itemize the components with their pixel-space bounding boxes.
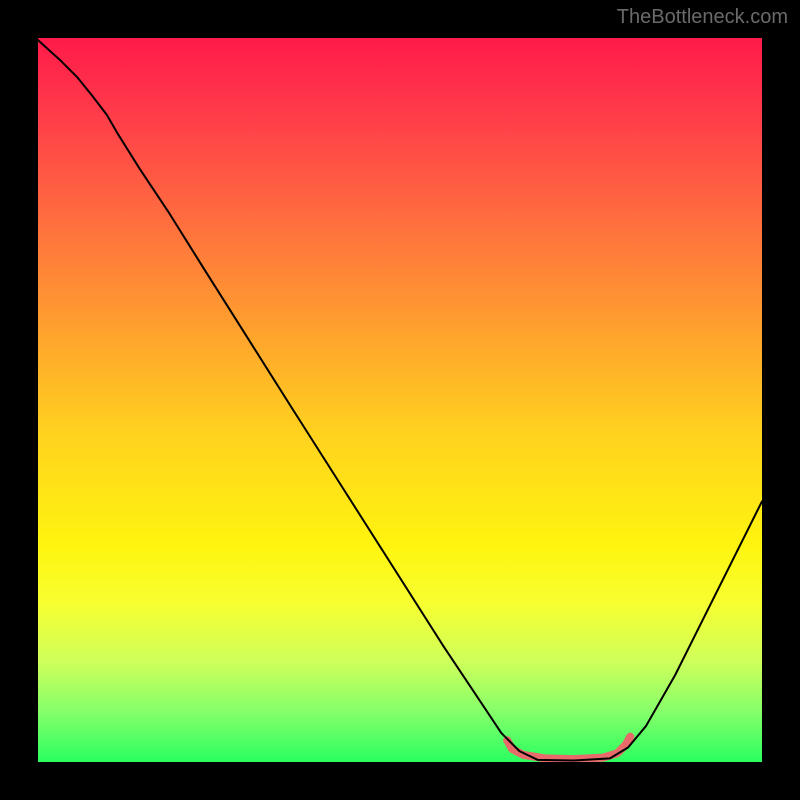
bottleneck-flat-segment — [507, 737, 630, 759]
watermark-text: TheBottleneck.com — [617, 6, 788, 29]
plot-area — [38, 38, 762, 762]
curve-layer — [38, 38, 762, 762]
bottleneck-curve — [38, 40, 762, 760]
